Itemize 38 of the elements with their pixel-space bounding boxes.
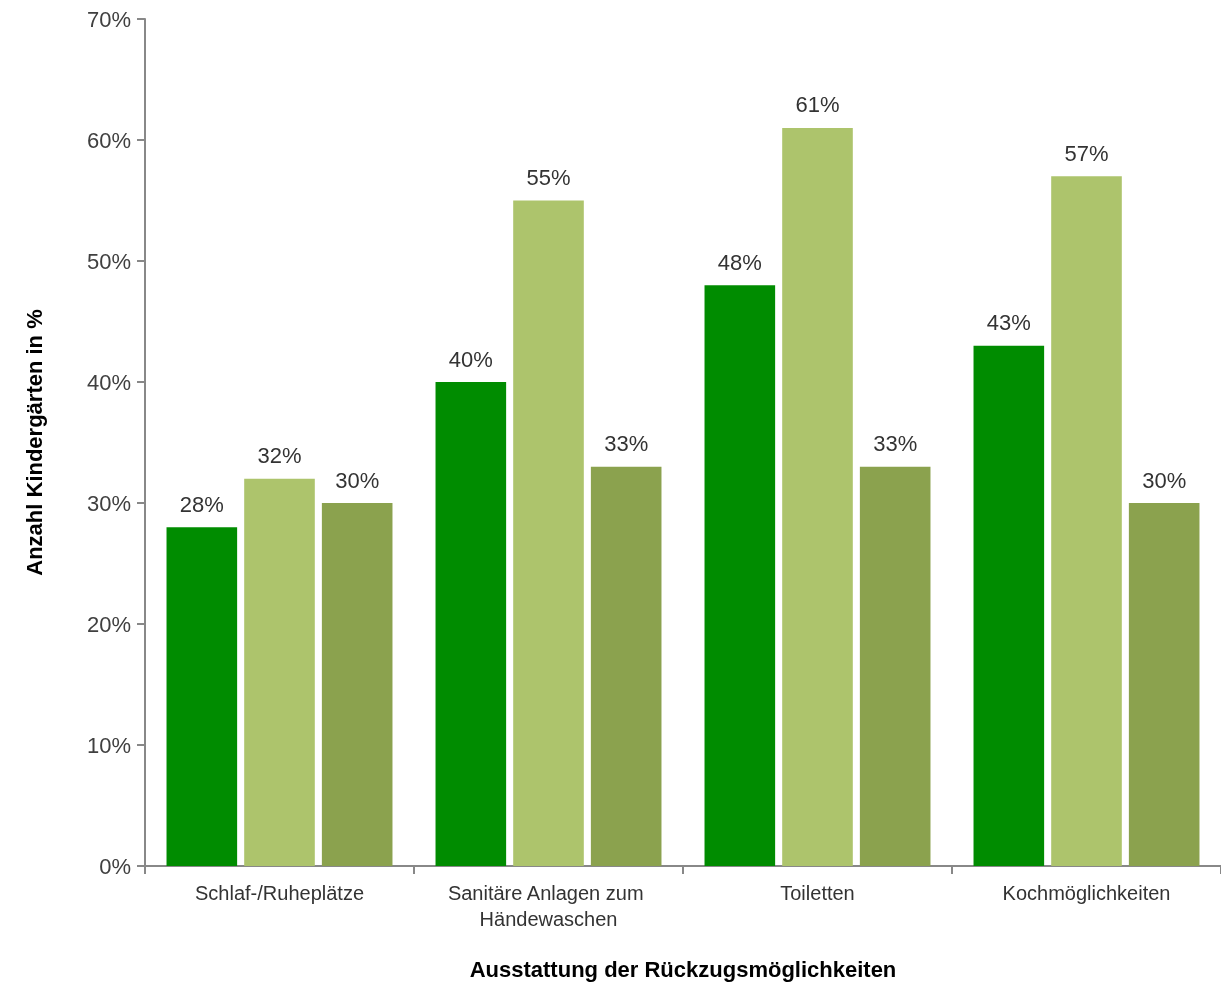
data-label: 55%: [526, 165, 571, 190]
bar: [1128, 503, 1200, 866]
data-label: 32%: [257, 443, 302, 469]
y-tick-label: 60%: [86, 127, 131, 153]
x-tick-label: Toiletten: [780, 882, 855, 904]
bar: [782, 127, 853, 866]
y-tick-label: 40%: [86, 369, 131, 395]
bar: [244, 478, 315, 866]
y-tick-label: 10%: [86, 732, 131, 758]
bar: [1051, 176, 1122, 866]
y-tick-label: 30%: [86, 490, 131, 516]
bar: [590, 466, 662, 866]
data-label: 28%: [179, 491, 224, 517]
bar: [513, 200, 584, 866]
y-axis-title: Anzahl Kindergärten in %: [21, 309, 47, 576]
y-tick-label: 70%: [86, 6, 131, 32]
bar: [973, 345, 1045, 866]
data-label: 30%: [335, 467, 380, 493]
data-label: 33%: [873, 431, 918, 457]
bar: [435, 382, 507, 866]
data-label: 57%: [1064, 140, 1109, 166]
data-label: 33%: [604, 431, 649, 457]
x-axis-title: Ausstattung der Rückzugsmöglichkeiten: [469, 956, 897, 982]
y-tick-label: 50%: [86, 248, 131, 274]
data-label: 40%: [448, 346, 493, 372]
data-label: 30%: [1142, 467, 1187, 493]
bar: [859, 466, 931, 866]
x-tick-label: Sanitäre Anlagen zum Händewaschen: [447, 882, 650, 930]
bar: [704, 285, 776, 866]
y-tick-label: 0%: [99, 853, 131, 879]
data-label: 43%: [986, 310, 1031, 336]
data-label: 61%: [795, 92, 840, 118]
x-tick-label: Schlaf-/Ruheplätze: [195, 882, 364, 904]
bar: [321, 503, 393, 866]
data-label: 48%: [717, 249, 762, 275]
y-tick-label: 20%: [86, 611, 131, 637]
bar: [166, 527, 238, 866]
x-tick-label: Kochmöglichkeiten: [1002, 882, 1171, 904]
